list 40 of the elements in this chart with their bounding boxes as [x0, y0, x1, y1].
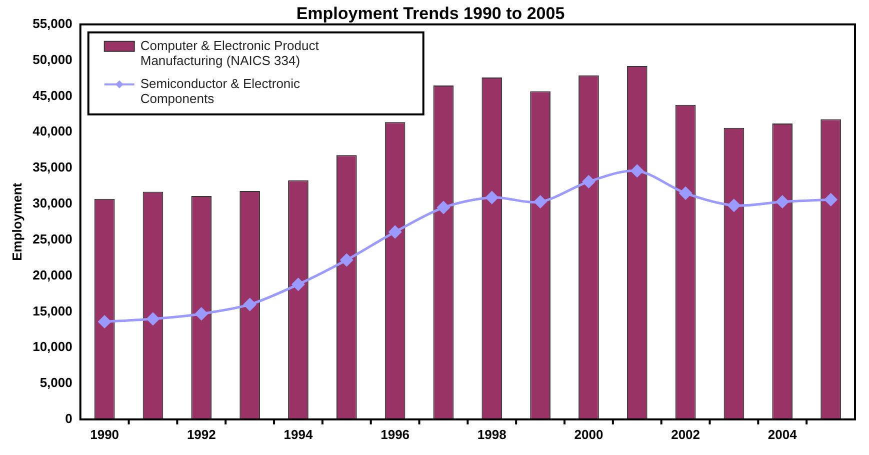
y-tick-label: 30,000: [32, 196, 72, 211]
y-tick-label: 15,000: [32, 303, 72, 318]
legend-label: Computer & Electronic Product Manufacturing (NAICS 334): [140, 38, 320, 68]
x-tick-label: 2002: [671, 426, 700, 442]
point: [244, 298, 256, 311]
y-tick-label: 0: [65, 410, 72, 426]
x-tick-label: 1990: [90, 426, 120, 442]
point: [582, 175, 595, 188]
x-tick-label: 1994: [284, 426, 314, 442]
point: [195, 308, 208, 320]
x-tick-label: 2000: [574, 426, 604, 442]
y-tick-label: 35,000: [32, 160, 72, 175]
point: [776, 196, 789, 208]
y-tick-label: 5,000: [40, 375, 72, 390]
chart-title: Employment Trends 1990 to 2005: [296, 4, 565, 23]
y-tick-label: 40,000: [32, 124, 72, 139]
x-tick-label: 1996: [380, 426, 410, 442]
point: [728, 199, 740, 212]
point: [630, 164, 644, 178]
y-tick-label: 55,000: [32, 16, 72, 31]
y-tick-label: 50,000: [32, 52, 72, 67]
y-tick-label: 10,000: [32, 339, 72, 354]
point: [534, 196, 547, 208]
point: [437, 201, 450, 214]
y-tick-label: 45,000: [32, 88, 72, 103]
point: [340, 254, 353, 266]
y-axis-title: Employment: [9, 182, 24, 261]
point: [146, 312, 160, 326]
legend-label: Semiconductor & Electronic Components: [140, 76, 301, 106]
x-tick-label: 1992: [186, 426, 216, 442]
point: [486, 191, 498, 204]
point: [292, 278, 304, 291]
y-tick-label: 20,000: [32, 267, 72, 282]
y-tick-label: 25,000: [32, 231, 72, 246]
x-tick-label: 1998: [477, 426, 506, 442]
x-tick-label: 2004: [768, 426, 798, 442]
point: [679, 186, 692, 200]
point: [388, 226, 402, 238]
point: [98, 315, 111, 328]
point: [824, 193, 838, 206]
